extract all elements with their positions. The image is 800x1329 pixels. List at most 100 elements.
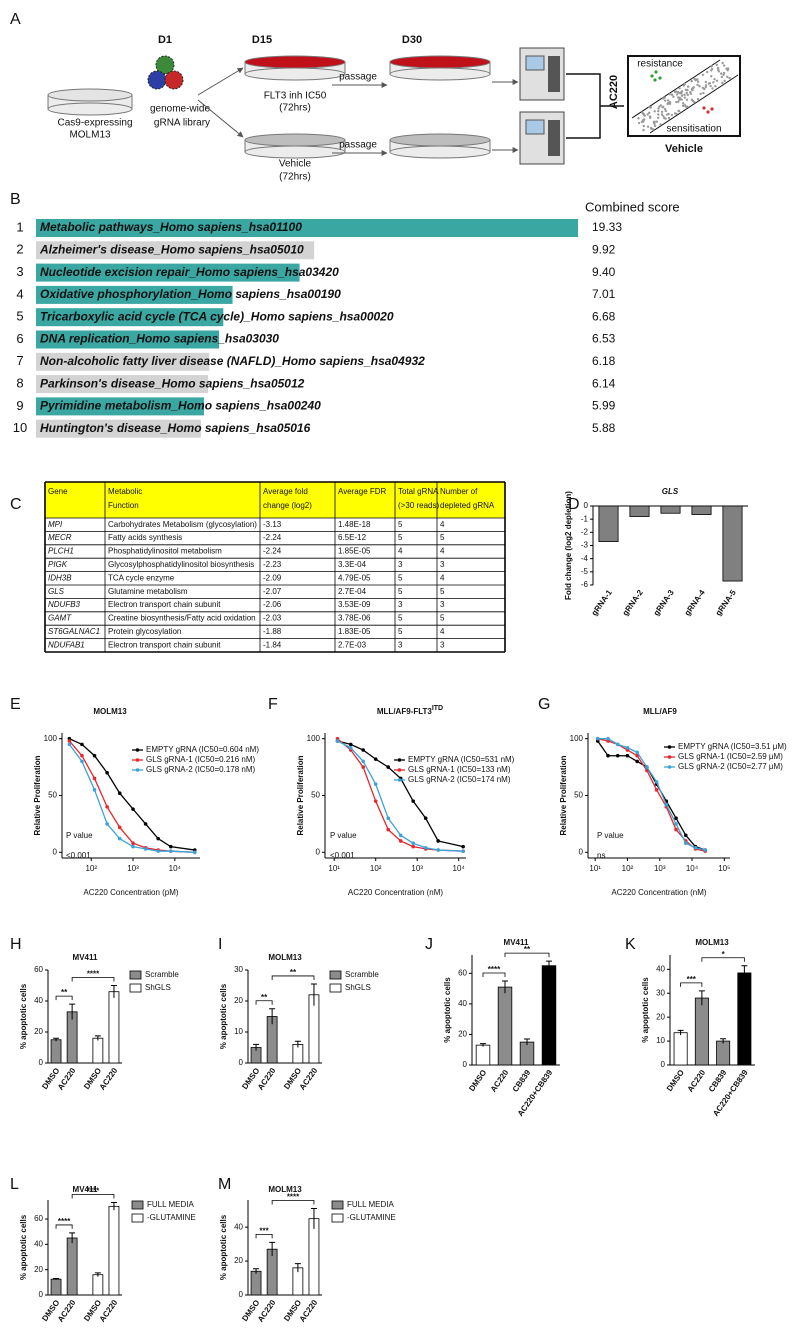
significance-label: *** <box>259 1227 269 1236</box>
table-cell: -1.84 <box>263 640 282 649</box>
data-point <box>80 742 84 747</box>
data-point <box>156 836 160 841</box>
bar <box>36 419 201 438</box>
error-bar <box>94 1272 101 1277</box>
x-tick-label: AC220 <box>489 1068 511 1094</box>
table-cell: -2.07 <box>263 587 282 596</box>
y-tick-label: -2 <box>581 527 589 536</box>
significance-label: ** <box>524 945 531 954</box>
decor-dot <box>663 96 666 99</box>
y-axis-label: % apoptotic cells <box>19 1214 28 1280</box>
bar <box>108 991 120 1064</box>
legend-dot <box>397 768 402 772</box>
decor-dot <box>702 91 705 95</box>
table-cell: GLS <box>48 587 65 596</box>
table-cell: 5 <box>398 614 403 623</box>
panel-letter: K <box>625 936 636 953</box>
data-point <box>80 759 84 764</box>
y-tick-label: 0 <box>316 847 321 856</box>
significance-bracket <box>504 952 550 958</box>
table-header: Metabolic <box>108 487 142 496</box>
decor-dot <box>642 124 645 128</box>
legend-label: GLS gRNA-2 (IC50=2.77 μM) <box>678 762 783 771</box>
data-point <box>117 791 122 796</box>
y-tick-label: 0 <box>239 1058 244 1067</box>
decor-dot <box>680 92 683 95</box>
bar <box>475 1044 491 1066</box>
data-point <box>373 799 378 803</box>
table-cell: 5 <box>398 520 403 529</box>
decor-dot <box>648 105 651 109</box>
decor-dot <box>675 100 678 104</box>
x-tick-label: AC220 <box>686 1068 708 1094</box>
decor-dot <box>666 113 669 116</box>
rank: 8 <box>16 376 23 391</box>
decor-dot <box>650 74 654 78</box>
significance-label: ** <box>61 988 68 997</box>
decor-dot <box>696 97 700 101</box>
data-point <box>595 736 600 741</box>
library-label: gRNA library <box>154 118 210 129</box>
bar <box>694 997 709 1066</box>
y-tick-label: 60 <box>34 1214 43 1223</box>
legend-label: GLS gRNA-1 (IC50=2.59 μM) <box>678 752 783 761</box>
x-tick-label: 10⁴ <box>686 864 699 873</box>
error-bar <box>253 1268 260 1274</box>
x-tick-label: AC220 <box>56 1298 78 1324</box>
table-cell: -2.24 <box>263 533 282 542</box>
x-tick-label: CB839 <box>707 1068 729 1094</box>
table-cell: MPI <box>48 520 63 529</box>
significance-label: ** <box>290 968 297 977</box>
legend-dot <box>135 758 140 762</box>
bar <box>36 330 220 349</box>
y-tick-label: 20 <box>34 1027 43 1036</box>
rank: 9 <box>16 398 23 413</box>
decor-dot <box>677 96 680 99</box>
value-label: 6.14 <box>592 376 616 390</box>
data-point <box>131 807 135 811</box>
decor-dot <box>652 120 656 124</box>
chart-title: MOLM13 <box>695 938 729 947</box>
decor-dot <box>720 75 724 79</box>
passage-label: passage <box>339 72 377 83</box>
bar <box>266 1248 278 1296</box>
day-label: D1 <box>158 34 172 46</box>
y-tick-label: -1 <box>581 514 589 523</box>
table-cell: MECR <box>48 533 72 542</box>
condition-label: Vehicle <box>279 159 312 170</box>
error-bar <box>53 1037 60 1042</box>
start-dish <box>47 88 133 116</box>
x-tick-label: AC220 <box>256 1066 278 1092</box>
y-tick-label: 0 <box>39 1290 44 1299</box>
error-bar <box>294 1263 301 1273</box>
chart-title: GLS <box>662 487 679 496</box>
decor-dot <box>710 69 713 72</box>
significance-bracket <box>482 972 506 977</box>
table-cell: 4.79E-05 <box>338 573 371 582</box>
annotation: P value <box>330 831 357 840</box>
value-label: 6.18 <box>592 354 616 368</box>
table-cell: -2.06 <box>263 600 282 609</box>
decor-dot <box>657 113 660 116</box>
table-cell: 3 <box>398 640 403 649</box>
y-tick-label: -6 <box>581 580 589 589</box>
significance-bracket <box>55 995 73 1001</box>
condition-label: (72hrs) <box>279 172 311 183</box>
scatter-box <box>627 55 741 137</box>
data-point <box>461 844 465 849</box>
data-point <box>703 848 708 852</box>
decor-dot <box>685 98 689 101</box>
significance-label: **** <box>87 1187 100 1196</box>
decor-dot <box>704 84 708 87</box>
table-header: Average fold <box>263 487 308 496</box>
bar <box>629 505 650 517</box>
table-cell: 4 <box>398 547 403 556</box>
decor-dot <box>696 80 700 83</box>
x-tick-label: 10² <box>370 864 382 873</box>
axis-label: Vehicle <box>665 143 703 155</box>
decor-dot <box>726 75 729 79</box>
data-point <box>654 788 659 792</box>
table-cell: Electron transport chain subunit <box>108 600 221 609</box>
decor-dot <box>675 112 678 115</box>
data-point <box>105 822 109 826</box>
